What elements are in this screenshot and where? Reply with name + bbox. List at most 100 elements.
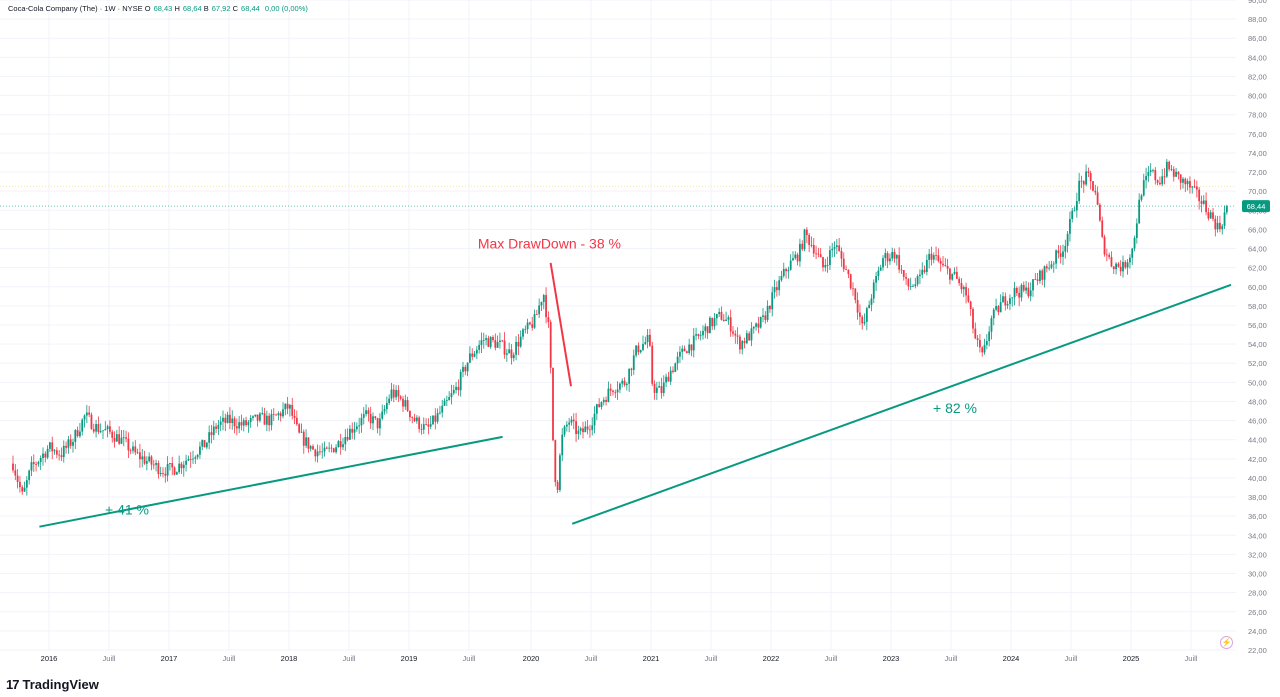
candle-body	[801, 243, 804, 250]
candle-body	[863, 321, 866, 324]
candle-body	[845, 269, 847, 271]
candle-body	[1004, 296, 1007, 306]
candle	[1034, 273, 1037, 281]
candle	[577, 425, 580, 440]
candle	[459, 369, 462, 397]
candle	[741, 339, 744, 355]
candle-body	[139, 452, 141, 460]
candle	[602, 397, 605, 406]
candle	[706, 326, 709, 339]
candle	[681, 345, 684, 360]
candle	[909, 277, 912, 290]
y-tick-label: 76,00	[1248, 130, 1267, 139]
candle	[445, 395, 448, 407]
candle-body	[235, 426, 238, 429]
candle	[450, 384, 453, 405]
candle	[1110, 251, 1113, 268]
candle-body	[1159, 182, 1161, 185]
candle-body	[466, 362, 469, 372]
candle-body	[284, 403, 287, 410]
candle	[1221, 223, 1224, 235]
candle	[930, 246, 933, 266]
candle-body	[134, 446, 137, 453]
candle	[162, 467, 164, 478]
candle	[579, 426, 582, 435]
candle	[884, 248, 887, 266]
candle	[150, 455, 153, 471]
candle	[1205, 192, 1207, 216]
candle	[432, 415, 434, 426]
candle-body	[1152, 170, 1154, 171]
candle	[79, 422, 81, 439]
x-tick-label: 2022	[763, 654, 780, 663]
candle-body	[882, 258, 884, 268]
candle-body	[42, 453, 44, 459]
symbol-title[interactable]: Coca-Cola Company (The) · 1W · NYSE	[8, 4, 143, 13]
candle	[249, 415, 252, 428]
candle-body	[981, 347, 984, 353]
candle-body	[1126, 262, 1129, 268]
candle	[32, 454, 35, 472]
candle-body	[439, 412, 441, 414]
candle	[1159, 176, 1161, 186]
candle	[1011, 297, 1014, 307]
candle-body	[367, 410, 370, 415]
candle-body	[268, 415, 271, 426]
x-tick-label: Juill	[825, 654, 838, 663]
candle-body	[1216, 222, 1219, 230]
candle	[752, 326, 755, 334]
candle	[773, 279, 776, 299]
candle-body	[1105, 254, 1108, 256]
y-tick-label: 88,00	[1248, 15, 1267, 24]
candle-body	[974, 328, 977, 339]
candle-body	[771, 292, 774, 310]
candle	[535, 309, 538, 315]
candle-body	[62, 445, 65, 458]
candle	[192, 450, 194, 464]
candle	[808, 233, 811, 253]
candle-body	[1082, 181, 1085, 185]
candle	[480, 332, 483, 354]
candle	[907, 278, 910, 291]
candle-body	[1193, 186, 1196, 188]
candle-body	[591, 425, 594, 430]
candle-body	[189, 459, 192, 460]
lightning-icon[interactable]: ⚡	[1220, 636, 1233, 649]
candle	[392, 384, 395, 403]
candle	[233, 416, 236, 434]
candle-body	[295, 417, 298, 425]
candle	[778, 275, 781, 296]
candle	[321, 443, 324, 459]
candle	[388, 394, 391, 406]
candle	[51, 436, 54, 460]
candle-body	[1059, 253, 1062, 257]
candle-body	[1184, 178, 1187, 185]
candle	[1149, 163, 1152, 176]
candle	[510, 344, 513, 365]
candle	[14, 464, 17, 481]
candle-body	[852, 288, 854, 290]
x-tick-label: 2023	[883, 654, 900, 663]
candle	[268, 412, 271, 432]
candle-body	[418, 417, 421, 429]
candle	[369, 406, 372, 429]
candle-body	[593, 413, 596, 426]
candle	[960, 278, 963, 294]
x-tick-label: Juill	[1185, 654, 1198, 663]
tradingview-watermark[interactable]: 17 TradingView	[6, 677, 99, 692]
x-tick-label: Juill	[103, 654, 116, 663]
candle-body	[985, 341, 988, 345]
y-tick-label: 32,00	[1248, 550, 1267, 559]
candle	[457, 379, 460, 396]
candle-body	[1133, 237, 1136, 249]
candle	[833, 241, 836, 257]
candle	[549, 319, 552, 374]
candle	[616, 381, 619, 400]
candle-body	[392, 389, 395, 398]
candle-body	[473, 353, 476, 357]
candle	[85, 404, 88, 424]
candle	[499, 332, 501, 349]
candle	[1209, 209, 1212, 219]
candle-body	[517, 341, 520, 347]
